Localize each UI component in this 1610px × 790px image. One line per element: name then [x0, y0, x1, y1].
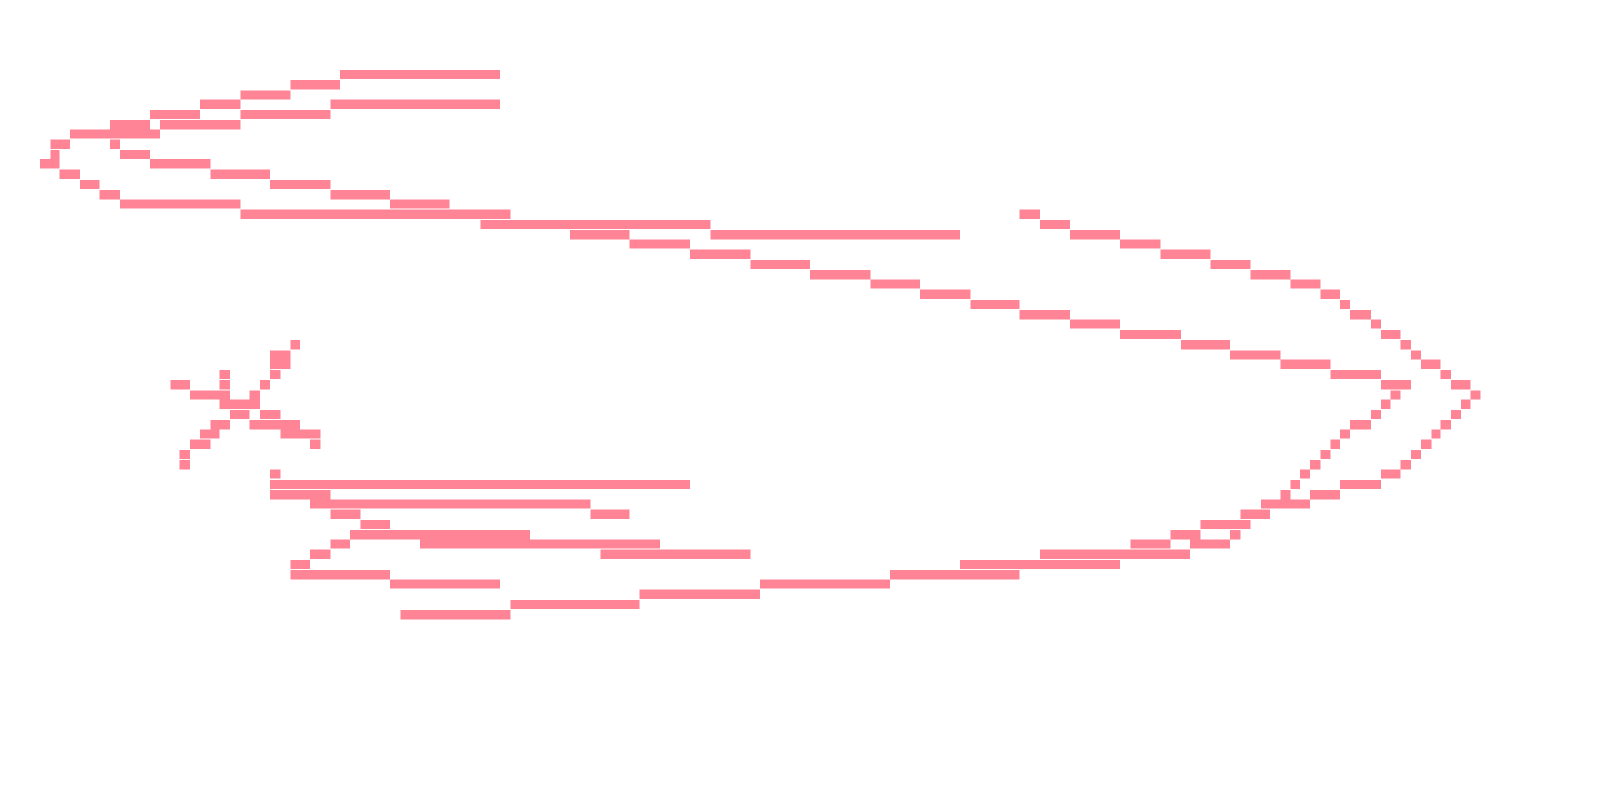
pixel-sketch	[40, 69, 1481, 620]
